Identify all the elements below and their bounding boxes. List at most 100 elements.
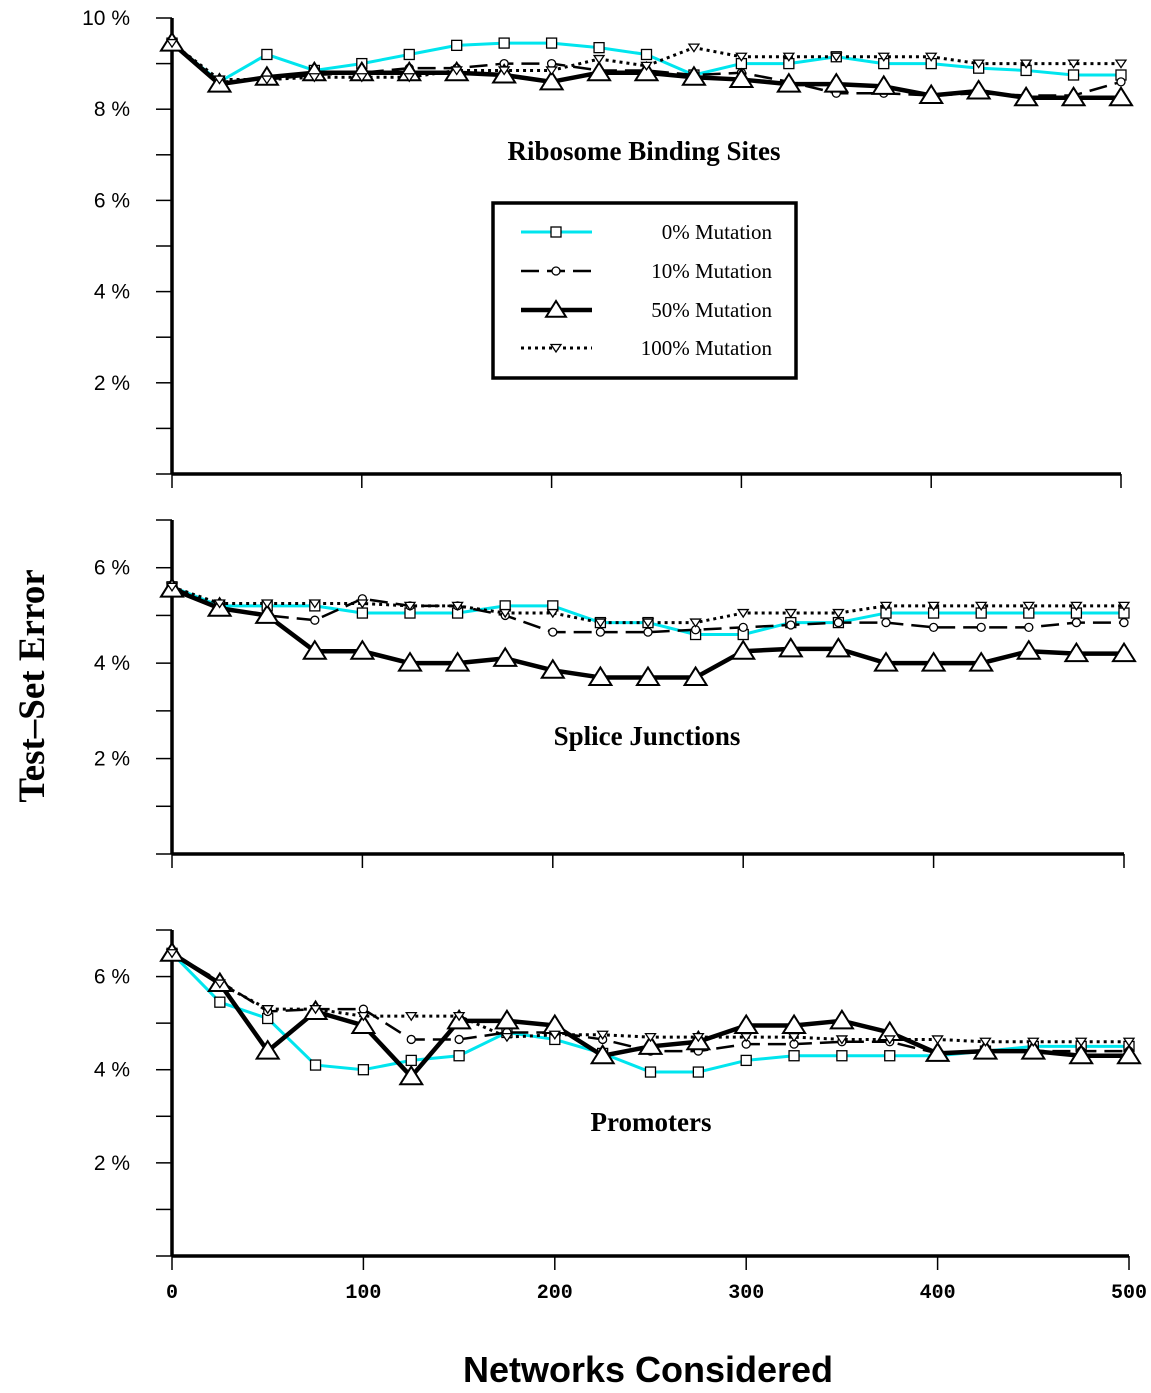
data-point (594, 618, 607, 628)
data-point (786, 620, 796, 630)
chart-panel-1: 2 % 4 % 6 % 8 % 10 % Ribosome Binding Sites (82, 7, 1134, 488)
data-point (498, 37, 510, 49)
data-point (214, 996, 226, 1008)
legend-label: 0% Mutation (662, 220, 773, 244)
data-point (682, 665, 709, 686)
data-point (548, 1030, 562, 1040)
data-point (309, 1005, 322, 1015)
data-point (592, 54, 606, 65)
series-line (171, 585, 1124, 625)
legend-label: 10% Mutation (651, 259, 772, 283)
data-point (308, 599, 322, 609)
y-tick-label: 2 % (94, 372, 130, 395)
data-point (870, 74, 897, 95)
data-point (357, 1064, 370, 1076)
data-point (357, 1012, 370, 1022)
data-point (538, 69, 565, 91)
legend-marker (551, 266, 561, 276)
data-point (1111, 641, 1137, 663)
data-point (403, 73, 416, 83)
data-point (1071, 617, 1082, 628)
series-markers (159, 577, 1137, 686)
data-point (492, 646, 519, 667)
data-point (254, 1039, 281, 1060)
data-point (444, 651, 471, 672)
chart-panel-3: 2 % 4 % 6 % 0 100 200 300 400 500 Promoters (94, 929, 1147, 1305)
data-point (593, 41, 605, 54)
y-tick-label: 2 % (94, 1152, 130, 1175)
data-point (450, 66, 463, 76)
data-point (261, 1005, 274, 1015)
data-point (927, 601, 940, 612)
data-point (689, 618, 702, 628)
chart-panel-2: 2 % 4 % 6 % Splice Junctions (94, 519, 1137, 868)
data-point (587, 665, 614, 686)
data-point (548, 627, 558, 637)
x-tick-label: 400 (920, 1282, 956, 1305)
data-point (972, 1039, 999, 1060)
data-point (918, 83, 945, 105)
data-point (213, 599, 226, 609)
data-point (589, 1043, 616, 1065)
data-point (1119, 617, 1129, 628)
data-point (1020, 1039, 1047, 1060)
data-point (498, 608, 512, 619)
data-point (777, 636, 804, 658)
data-point (728, 67, 755, 89)
data-point (644, 1032, 657, 1043)
data-point (403, 601, 417, 612)
panel-title: Promoters (591, 1107, 712, 1137)
data-point (349, 639, 376, 660)
data-point (920, 651, 947, 672)
data-point (1108, 85, 1134, 107)
series-line (171, 41, 1121, 82)
data-point (883, 1035, 896, 1045)
data-point (546, 608, 560, 619)
data-point (406, 1034, 416, 1045)
data-point (924, 1041, 951, 1062)
data-point (788, 1050, 800, 1062)
data-point (782, 52, 796, 62)
data-point (1060, 85, 1087, 107)
data-point (784, 608, 798, 619)
data-point (1022, 601, 1036, 612)
data-point (500, 1032, 514, 1043)
y-tick-label: 8 % (94, 98, 130, 121)
data-point (452, 1012, 466, 1022)
data-point (835, 1035, 849, 1045)
data-point (539, 658, 566, 679)
data-point (1116, 77, 1126, 87)
data-point (739, 1032, 753, 1043)
data-point (1070, 601, 1083, 612)
legend: 0% Mutation 10% Mutation 50% Mutation 100% … (491, 201, 798, 380)
data-point (787, 1032, 801, 1043)
data-point (881, 617, 891, 628)
data-point (453, 1050, 465, 1062)
data-point (776, 72, 802, 93)
data-point (1013, 85, 1039, 107)
data-point (260, 599, 274, 609)
data-point (1027, 1037, 1040, 1047)
data-point (730, 639, 757, 660)
data-point (261, 48, 273, 61)
data-point (1067, 59, 1080, 69)
data-point (308, 73, 321, 83)
data-point (545, 37, 558, 49)
data-point (692, 1066, 704, 1078)
data-point (637, 1034, 664, 1055)
data-point (829, 1008, 855, 1030)
data-point (836, 1050, 848, 1062)
data-point (454, 1034, 464, 1045)
data-point (213, 979, 227, 989)
data-point (165, 949, 179, 959)
data-point (735, 52, 748, 62)
data-point (687, 43, 701, 53)
data-point (451, 39, 463, 52)
legend-label: 50% Mutation (651, 298, 772, 322)
x-tick-label: 300 (728, 1282, 764, 1305)
x-tick-label: 0 (166, 1282, 178, 1305)
data-point (596, 1030, 609, 1040)
legend-marker (544, 299, 568, 318)
data-point (830, 52, 843, 62)
panel-title: Splice Junctions (554, 721, 741, 751)
